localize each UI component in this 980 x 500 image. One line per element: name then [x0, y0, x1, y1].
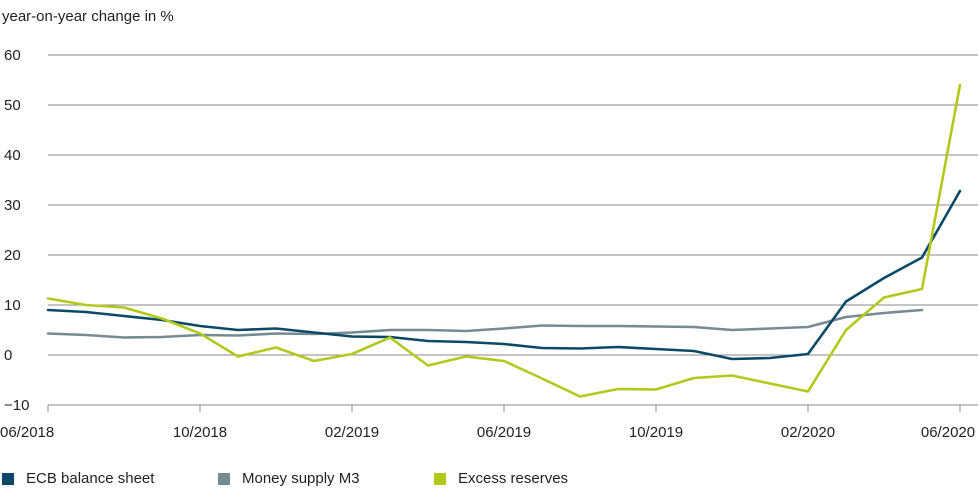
y-tick-label: −10 — [4, 397, 29, 414]
x-tick-label: 06/2018 — [0, 424, 54, 441]
gridlines — [48, 54, 978, 406]
y-tick-label: 20 — [4, 247, 21, 264]
y-tick-label: 0 — [4, 347, 12, 364]
legend-swatch — [2, 472, 14, 485]
legend: ECB balance sheet Money supply M3 Excess r… — [2, 470, 634, 487]
series-line-excess-reserves — [46, 83, 962, 398]
x-tick-label: 10/2018 — [173, 424, 227, 441]
x-axis-ticks: 06/2018 10/2018 02/2019 06/2019 10/2019 02/20… — [0, 405, 975, 441]
y-axis-label: year-on-year change in % — [2, 8, 174, 25]
legend-swatch — [434, 472, 446, 485]
x-tick-label: 06/2020 — [921, 424, 975, 441]
legend-label: ECB balance sheet — [26, 470, 155, 487]
y-tick-label: 10 — [4, 297, 21, 314]
legend-label: Money supply M3 — [242, 470, 360, 487]
legend-item: ECB balance sheet — [2, 470, 218, 487]
series-line-money-supply-m3 — [46, 308, 924, 339]
y-tick-label: 40 — [4, 147, 21, 164]
legend-label: Excess reserves — [458, 470, 569, 487]
x-tick-label: 10/2019 — [629, 424, 683, 441]
y-tick-label: 30 — [4, 197, 21, 214]
x-tick-label: 06/2019 — [477, 424, 531, 441]
y-tick-label: 60 — [4, 47, 21, 64]
legend-swatch — [218, 472, 230, 485]
y-tick-label: 50 — [4, 97, 21, 114]
legend-item: Money supply M3 — [218, 470, 434, 487]
x-tick-label: 02/2020 — [781, 424, 835, 441]
series-line-ecb-balance-sheet — [46, 189, 962, 361]
x-tick-label: 02/2019 — [325, 424, 379, 441]
legend-item: Excess reserves — [434, 470, 634, 487]
y-tick-labels: −10 0 10 20 30 40 50 60 — [4, 47, 29, 414]
series-lines — [46, 83, 962, 398]
